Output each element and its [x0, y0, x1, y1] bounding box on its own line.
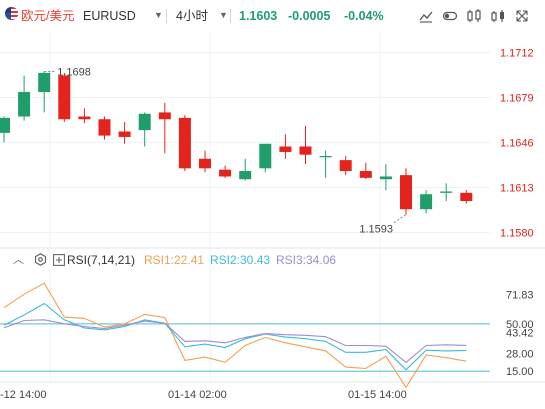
candles: [0, 71, 473, 215]
candle: [219, 165, 232, 178]
candle-body: [400, 175, 412, 210]
timeframe-dropdown-icon[interactable]: ▼: [219, 10, 228, 20]
settings-icon[interactable]: [34, 248, 47, 272]
chart-toolbar: 欧元/美元 EURUSD ▼ 4小时 ▼ 1.1603 -0.0005 -0.0…: [0, 0, 545, 32]
last-price: 1.1603: [239, 9, 278, 23]
rsi-line-rsi3: [3, 319, 467, 364]
candle: [299, 126, 312, 165]
rsi-tick-label: 15.00: [506, 366, 534, 378]
candle: [259, 143, 272, 173]
timeframe-selector[interactable]: 4小时: [176, 9, 208, 23]
price-change: -0.0005: [288, 9, 331, 23]
price-tick-label: 1.1679: [500, 92, 534, 104]
candle: [98, 116, 111, 140]
symbol-dropdown-icon[interactable]: ▼: [154, 10, 163, 20]
candle: [339, 156, 352, 176]
candle-body: [420, 194, 433, 210]
candle: [279, 134, 292, 159]
candle: [118, 121, 131, 144]
price-tick-label: 1.1613: [500, 182, 534, 194]
fullscreen-icon[interactable]: [514, 8, 530, 24]
collapse-icon[interactable]: ︿: [13, 254, 24, 266]
candle: [158, 102, 171, 154]
candle: [420, 190, 433, 214]
candle: [138, 112, 151, 147]
candle: [400, 168, 412, 215]
compare-icon[interactable]: [490, 8, 506, 24]
high-price-label: 1.1698: [57, 67, 91, 79]
price-tick-label: 1.1646: [500, 137, 534, 149]
candle-body: [199, 158, 211, 169]
candle-body: [440, 191, 453, 193]
candle: [38, 71, 51, 113]
low-price-label: 1.1593: [359, 224, 393, 236]
candle-body: [78, 116, 91, 120]
rsi1-value: RSI1:22.41: [144, 253, 205, 267]
pair-name-cn[interactable]: 欧元/美元: [21, 9, 75, 23]
candle: [239, 158, 252, 181]
candle-body: [219, 169, 232, 177]
rsi2-value: RSI2:30.43: [210, 253, 271, 267]
candle-body: [299, 146, 312, 155]
candle: [440, 183, 453, 202]
line-chart-icon[interactable]: [418, 8, 434, 24]
rsi-line-rsi1: [3, 282, 467, 389]
candle: [319, 150, 332, 178]
candle-body: [38, 72, 51, 92]
candle-body: [178, 117, 191, 169]
candle: [78, 108, 91, 124]
pair-symbol[interactable]: EURUSD: [83, 9, 136, 23]
candle-body: [279, 146, 292, 152]
indicator-icon[interactable]: [466, 8, 482, 24]
low-marker-line: [393, 214, 407, 224]
candle-body: [259, 143, 272, 169]
candle-body: [98, 119, 111, 136]
candle: [0, 116, 10, 143]
candle-body: [339, 160, 352, 172]
rsi-indicator-name: RSI(7,14,21): [67, 253, 136, 267]
candle-body: [460, 192, 473, 202]
indicator-box-icon[interactable]: [53, 248, 65, 272]
candle: [359, 162, 372, 180]
candle-body: [379, 176, 392, 180]
time-label: 01-14 02:00: [168, 389, 227, 401]
candle-body: [319, 156, 332, 158]
candle: [178, 115, 191, 172]
candle: [460, 190, 473, 204]
price-tick-label: 1.1712: [500, 47, 534, 59]
candle-body: [58, 75, 71, 120]
rsi-tick-label: 50.00: [506, 319, 534, 331]
eu-us-flag-icon: [5, 7, 18, 20]
toggle-icon[interactable]: [442, 8, 458, 24]
time-label: 01-15 14:00: [348, 389, 407, 401]
price-change-percent: -0.04%: [344, 9, 384, 23]
candle-body: [158, 112, 171, 120]
rsi3-value: RSI3:34.06: [276, 253, 337, 267]
candle: [199, 150, 211, 173]
candle: [379, 164, 392, 191]
candle-body: [239, 171, 252, 180]
rsi-tick-label: 28.00: [506, 349, 534, 361]
rsi-legend: ︿ RSI(7,14,21) RSI1:22.41 RSI2:30.43 RSI…: [0, 248, 545, 272]
candle: [58, 72, 71, 122]
candle-body: [118, 131, 131, 137]
candle-body: [0, 117, 10, 133]
time-label: -12 14:00: [0, 389, 46, 401]
candle: [18, 75, 31, 121]
rsi-tick-label: 71.83: [506, 289, 534, 301]
candle-body: [359, 171, 372, 178]
rsi-line-rsi2: [3, 302, 467, 371]
price-tick-label: 1.1580: [500, 227, 534, 239]
rsi-tick-label: 43.42: [506, 328, 534, 340]
grid-lines: [0, 32, 490, 380]
candle-body: [18, 91, 31, 117]
candle-body: [138, 113, 151, 131]
